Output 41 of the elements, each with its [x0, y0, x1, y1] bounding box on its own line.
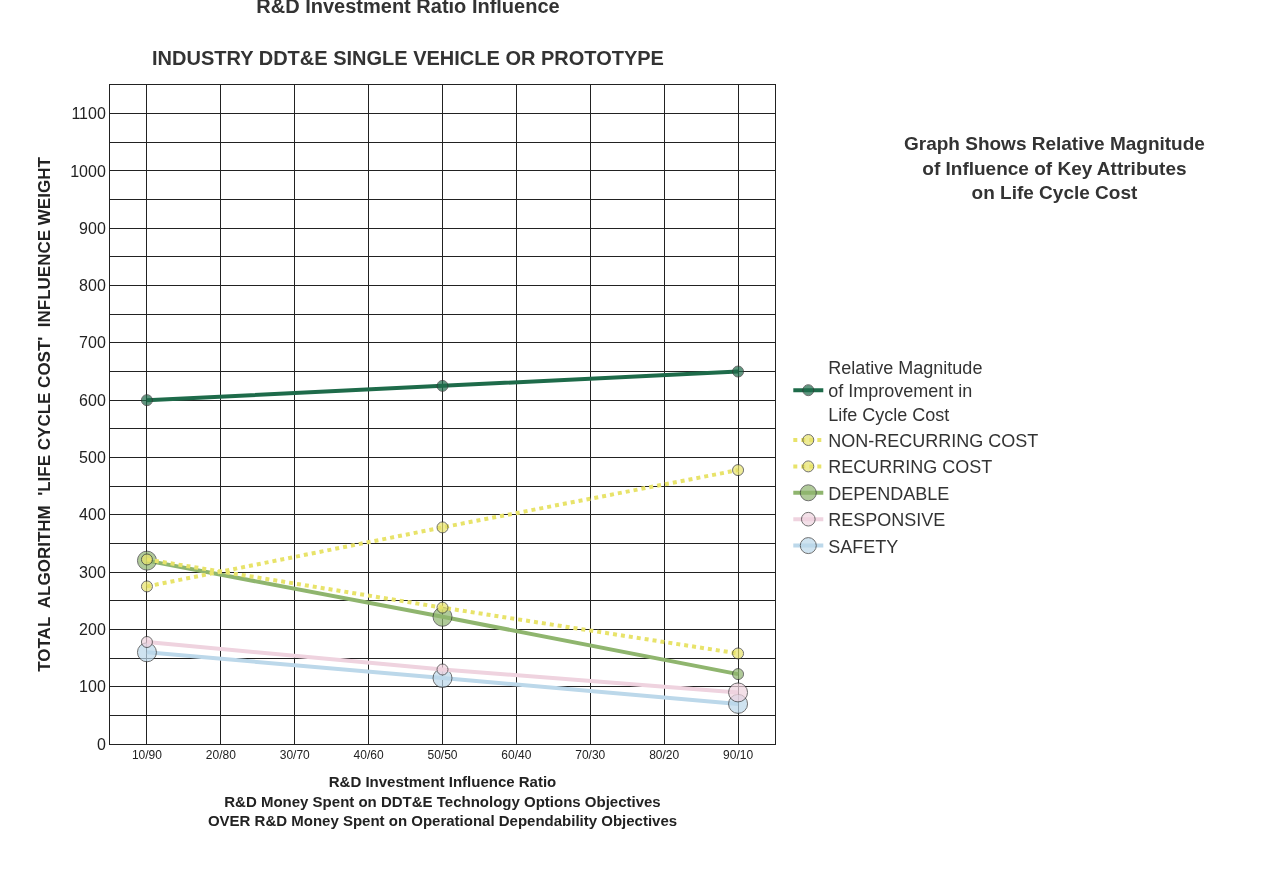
y-tick-label: 0	[96, 735, 106, 753]
legend-label: NON-RECURRING COST	[828, 431, 1039, 452]
point	[732, 365, 745, 378]
y-tick-label: 600	[79, 391, 106, 409]
point	[436, 379, 449, 392]
legend-label: RESPONSIVE	[828, 510, 946, 531]
y-tick-label: 700	[79, 334, 106, 352]
x-tick-label: 10/90	[131, 748, 163, 763]
legend-label: DEPENDABLE	[828, 483, 950, 504]
x-tick-label: 20/80	[205, 748, 237, 763]
y-axis-title: TOTAL ALGORITHM 'LIFE CYCLE COST' INFLUENCE WEIGHT	[34, 156, 54, 672]
y-tick-label: 500	[79, 449, 106, 467]
y-tick-label: 200	[79, 620, 106, 638]
chart-subtitle: INDUSTRY DDT&E SINGLE VEHICLE OR PROTOTYPE	[152, 47, 664, 70]
x-tick-label: 60/40	[501, 748, 532, 763]
y-tick-label: 1000	[70, 162, 106, 180]
y-tick-label: 100	[79, 678, 106, 696]
point	[140, 394, 153, 407]
y-tick-label: 1100	[71, 105, 106, 123]
x-tick-label: 30/70	[279, 748, 311, 763]
y-tick-label: 300	[79, 563, 106, 581]
text: Graph Shows Relative Magnitude of Influence of Key Attributes on Life Cycle Cost	[904, 133, 1205, 204]
point	[140, 636, 153, 648]
point	[140, 580, 153, 593]
point	[732, 464, 745, 477]
point	[732, 647, 745, 660]
y-tick-label: 400	[79, 506, 106, 524]
legend-label: SAFETY	[828, 536, 899, 557]
x-axis-title: R&D Investment Influence Ratio R&D Money Spent on DDT&E Technology Options Objectives OVER R&D Money Spent on Operational Dependability Objectives	[207, 773, 678, 830]
point	[436, 663, 449, 676]
point	[436, 601, 449, 614]
y-tick-label: 900	[79, 219, 106, 237]
x-tick-label: 70/30	[575, 748, 606, 763]
x-tick-label: 80/20	[649, 748, 680, 763]
legend-label: RECURRING COST	[828, 457, 993, 478]
point	[436, 521, 449, 534]
legend-label: Relative Magnitude of Improvement in Life Cycle Cost	[828, 357, 983, 425]
y-tick-label: 800	[79, 277, 106, 295]
x-tick-label: 90/10	[723, 748, 754, 763]
x-tick-label: 50/50	[427, 748, 458, 763]
x-tick-label: 40/60	[353, 748, 384, 763]
